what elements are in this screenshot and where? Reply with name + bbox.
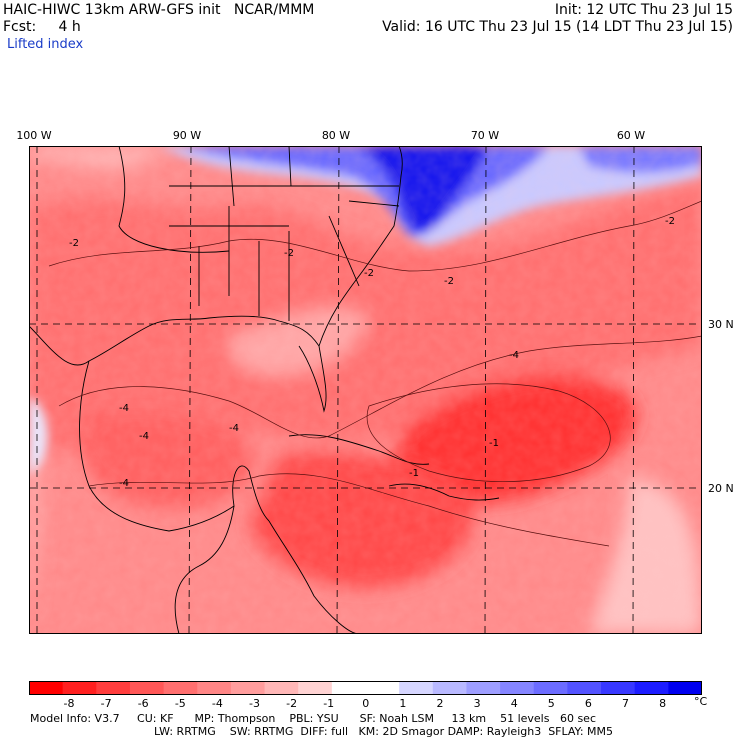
colorbar-cell — [96, 681, 131, 695]
colorbar-cell — [466, 681, 501, 695]
colorbar-tick-label: -8 — [63, 697, 75, 710]
colorbar-tick-label: 2 — [436, 697, 444, 710]
contour-label: -2 — [665, 216, 675, 227]
colorbar-cell — [62, 681, 97, 695]
field-texture — [29, 146, 702, 634]
contour-label: -2 — [69, 238, 79, 249]
colorbar-tick-label: -4 — [211, 697, 223, 710]
contour-label: -4 — [509, 350, 519, 361]
colorbar-cell — [533, 681, 568, 695]
lat-lon-grid — [29, 146, 702, 634]
contour-label: -4 — [229, 423, 239, 434]
colorbar-unit: °C — [694, 695, 708, 708]
colorbar-cell — [668, 681, 702, 695]
coastlines — [29, 146, 500, 634]
contour-label-layer: -2 -2 -4 -4 -4 -2 -1 -1 -4 -2 -4 -2 — [69, 216, 675, 489]
map-frame — [29, 146, 702, 634]
colorbar-cell — [331, 681, 366, 695]
colorbar-tick-label: 0 — [362, 697, 370, 710]
lat-label-20n: 20 N — [708, 482, 734, 495]
colorbar-tick-label: -1 — [323, 697, 335, 710]
contour-label: -2 — [444, 276, 454, 287]
colorbar-cell — [129, 681, 165, 695]
colorbar-cell — [500, 681, 535, 695]
init-time: Init: 12 UTC Thu 23 Jul 15 — [554, 2, 733, 18]
colorbar-tick-label: -6 — [137, 697, 149, 710]
lon-label-100w: 100 W — [16, 129, 52, 142]
colorbar-tick-label: -2 — [286, 697, 298, 710]
contour-label: -2 — [364, 268, 374, 279]
colorbar-cell — [264, 681, 299, 695]
contour-label: -2 — [284, 248, 294, 259]
colorbar-tick-label: -7 — [100, 697, 112, 710]
colorbar-tick-label: -5 — [174, 697, 186, 710]
field-name: Lifted index — [7, 37, 84, 52]
colorbar-cell — [634, 681, 669, 695]
colorbar-tick-label: 4 — [510, 697, 518, 710]
contour-label: -4 — [119, 478, 129, 489]
colorbar-tick-label: -3 — [249, 697, 260, 710]
valid-time: Valid: 16 UTC Thu 23 Jul 15 (14 LDT Thu … — [382, 19, 733, 35]
lon-label-60w: 60 W — [616, 129, 646, 142]
lon-label-80w: 80 W — [321, 129, 351, 142]
colorbar-cell — [399, 681, 434, 695]
colorbar-tick-label: 1 — [399, 697, 407, 710]
lon-label-90w: 90 W — [172, 129, 202, 142]
colorbar-cell — [601, 681, 636, 695]
lat-label-30n: 30 N — [708, 318, 734, 331]
forecast-hour: Fcst: 4 h — [3, 19, 81, 35]
contour-label: -4 — [139, 431, 149, 442]
colorbar-cell — [197, 681, 232, 695]
contours — [48, 200, 702, 547]
colorbar-tick-label: 8 — [659, 697, 667, 710]
colorbar-tick-label: 3 — [473, 697, 481, 710]
colorbar-cell — [432, 681, 467, 695]
colorbar — [29, 681, 702, 695]
lon-label-70w: 70 W — [470, 129, 500, 142]
colorbar-tick-label: 7 — [622, 697, 629, 710]
colorbar-cell — [365, 681, 400, 695]
colorbar-cell — [163, 681, 198, 695]
model-info-line1: Model Info: V3.7 CU: KF MP: Thompson PBL… — [30, 712, 596, 725]
contour-label: -1 — [409, 468, 419, 479]
colorbar-cell — [230, 681, 266, 695]
model-info-line2: LW: RRTMG SW: RRTMG DIFF: full KM: 2D Sm… — [154, 725, 614, 738]
colorbar-cell — [298, 681, 333, 695]
model-title: HAIC-HIWC 13km ARW-GFS init NCAR/MMM — [3, 2, 315, 18]
lifted-index-map: -2 -2 -4 -4 -4 -2 -1 -1 -4 -2 -4 -2 — [29, 146, 702, 634]
colorbar-frame — [29, 681, 702, 695]
colorbar-cell — [567, 681, 602, 695]
colorbar-tick-label: 6 — [584, 697, 592, 710]
contour-label: -1 — [489, 438, 499, 449]
colorbar-tick-label: 5 — [547, 697, 555, 710]
colorbar-cell — [29, 681, 64, 695]
contour-label: -4 — [119, 403, 129, 414]
